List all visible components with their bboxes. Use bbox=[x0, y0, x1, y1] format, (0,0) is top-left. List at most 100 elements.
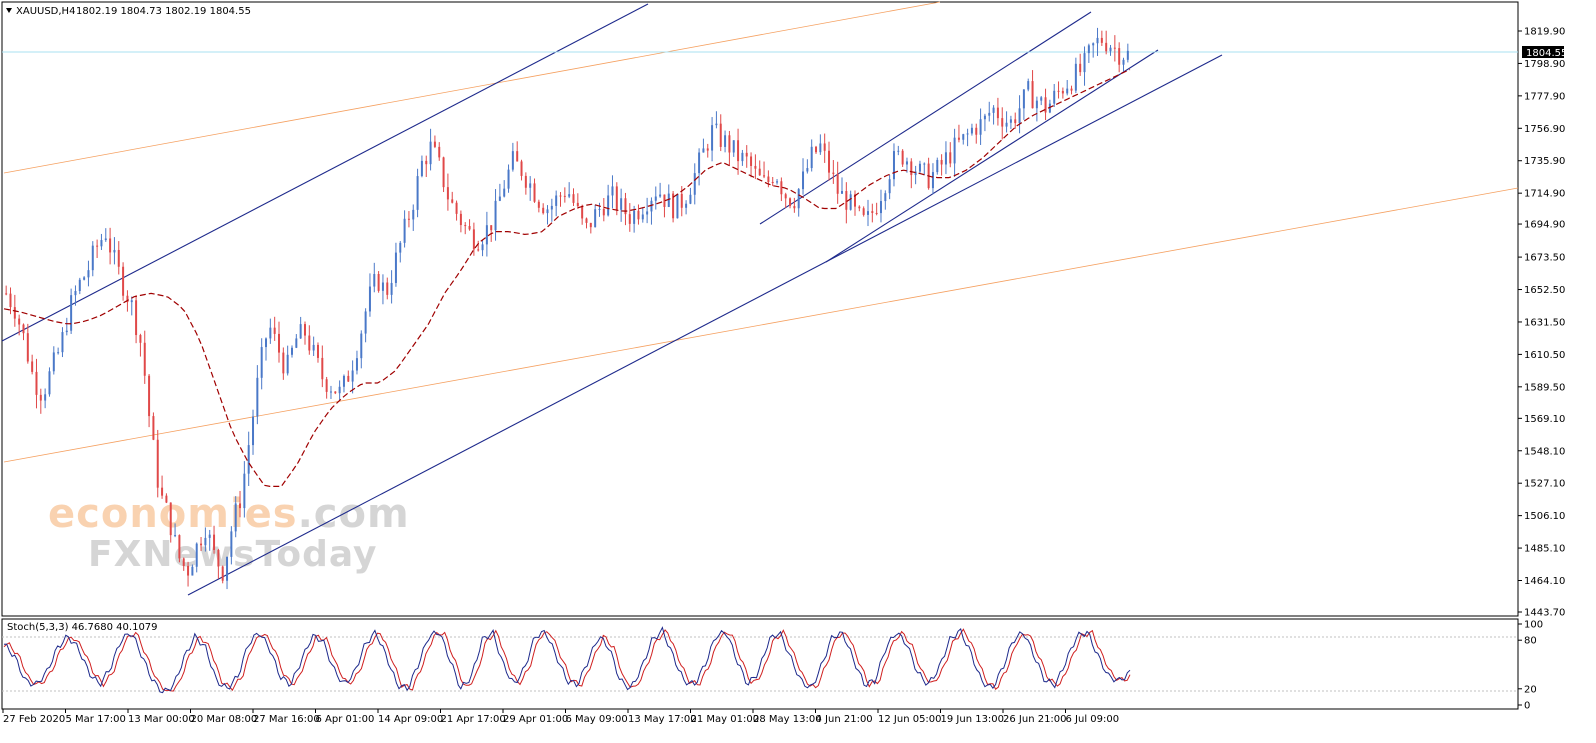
candle bbox=[789, 197, 792, 209]
price-tick-label: 1464.10 bbox=[1524, 576, 1565, 587]
candle bbox=[282, 347, 285, 380]
candle bbox=[342, 374, 345, 393]
minor-channel-lower-line bbox=[825, 49, 1159, 263]
candle bbox=[303, 321, 306, 345]
svg-text:1804.55: 1804.55 bbox=[1526, 48, 1567, 59]
candle bbox=[455, 200, 458, 221]
candle bbox=[31, 354, 34, 375]
candle bbox=[654, 186, 657, 210]
candle bbox=[884, 190, 887, 210]
candle bbox=[524, 172, 527, 195]
candle bbox=[966, 128, 969, 147]
fib-fan-lines[interactable] bbox=[3, 1, 1519, 463]
stoch-label: Stoch(5,3,3) 46.7680 40.1079 bbox=[7, 622, 158, 633]
price-tick-label: 1589.50 bbox=[1524, 382, 1565, 393]
candle bbox=[910, 158, 913, 189]
candle bbox=[1057, 81, 1060, 99]
stoch-main-line[interactable] bbox=[3, 626, 1131, 694]
candle bbox=[1087, 43, 1090, 63]
stoch-tick-label: 20 bbox=[1524, 684, 1537, 695]
candle bbox=[633, 205, 636, 233]
time-tick-label: 12 Jun 05:00 bbox=[878, 714, 942, 725]
candle bbox=[290, 345, 293, 358]
candle bbox=[1022, 89, 1025, 120]
minor-channel-upper-line bbox=[759, 11, 1092, 225]
candle bbox=[1105, 30, 1108, 55]
candle bbox=[260, 338, 263, 390]
candle bbox=[737, 128, 740, 175]
candle bbox=[178, 534, 181, 563]
candle bbox=[1126, 43, 1129, 63]
candle bbox=[312, 336, 315, 356]
candle bbox=[265, 337, 268, 361]
candle bbox=[771, 176, 774, 186]
candle bbox=[892, 143, 895, 187]
candle bbox=[109, 227, 112, 265]
candle bbox=[61, 327, 64, 358]
candle bbox=[18, 314, 21, 336]
symbol-label: XAUUSD,H4 bbox=[16, 6, 75, 17]
candle bbox=[1074, 57, 1077, 94]
price-axis[interactable]: 1819.90 1798.90 1777.90 1756.90 1735.90 1714.… bbox=[1518, 27, 1565, 619]
candle bbox=[217, 548, 220, 579]
candle bbox=[156, 429, 159, 498]
stoch-signal-line[interactable] bbox=[3, 628, 1131, 692]
price-tick-label: 1485.10 bbox=[1524, 544, 1565, 555]
candlesticks[interactable] bbox=[5, 27, 1129, 590]
candle bbox=[979, 108, 982, 145]
candle bbox=[572, 188, 575, 207]
price-tick-label: 1652.50 bbox=[1524, 285, 1565, 296]
candle bbox=[381, 274, 384, 305]
candle bbox=[403, 210, 406, 248]
trend-channels[interactable] bbox=[1, 3, 1223, 596]
time-tick-label: 21 May 01:00 bbox=[691, 714, 760, 725]
candle bbox=[698, 148, 701, 186]
time-tick-label: 4 Jun 21:00 bbox=[816, 714, 873, 725]
candle bbox=[477, 240, 480, 252]
candle bbox=[1005, 111, 1008, 133]
candle bbox=[1053, 83, 1056, 107]
candle bbox=[130, 296, 133, 316]
candle bbox=[494, 189, 497, 241]
candle bbox=[208, 529, 211, 551]
candle bbox=[360, 330, 363, 369]
candle bbox=[923, 162, 926, 176]
candle bbox=[585, 217, 588, 229]
candle bbox=[234, 496, 237, 538]
time-tick-label: 29 Apr 01:00 bbox=[503, 714, 568, 725]
candle bbox=[940, 154, 943, 176]
candle bbox=[226, 556, 229, 590]
candle bbox=[451, 191, 454, 204]
candle bbox=[139, 333, 142, 357]
candle bbox=[719, 114, 722, 152]
moving-average-line[interactable] bbox=[3, 68, 1131, 487]
candle bbox=[563, 187, 566, 203]
main-chart-frame bbox=[1, 1, 1519, 617]
candle bbox=[22, 323, 25, 341]
candle bbox=[953, 128, 956, 177]
candle bbox=[763, 161, 766, 179]
candle bbox=[836, 161, 839, 204]
candle bbox=[628, 203, 631, 232]
candle bbox=[52, 346, 55, 375]
time-tick-label: 5 Mar 17:00 bbox=[66, 714, 126, 725]
candle bbox=[377, 271, 380, 293]
candle bbox=[256, 365, 259, 425]
price-tick-label: 1819.90 bbox=[1524, 27, 1565, 38]
candle bbox=[351, 360, 354, 394]
current-price-badge: 1804.55 bbox=[1522, 46, 1567, 59]
candle bbox=[802, 158, 805, 195]
candle bbox=[1096, 27, 1099, 56]
candle bbox=[252, 409, 255, 455]
stoch-tick-label: 80 bbox=[1524, 636, 1537, 647]
candle bbox=[39, 388, 42, 414]
candle bbox=[620, 188, 623, 222]
candle bbox=[641, 207, 644, 223]
stoch-tick-label: 0 bbox=[1524, 701, 1530, 712]
candle bbox=[750, 152, 753, 178]
candle bbox=[914, 165, 917, 185]
candle bbox=[442, 156, 445, 193]
candle bbox=[663, 194, 666, 218]
